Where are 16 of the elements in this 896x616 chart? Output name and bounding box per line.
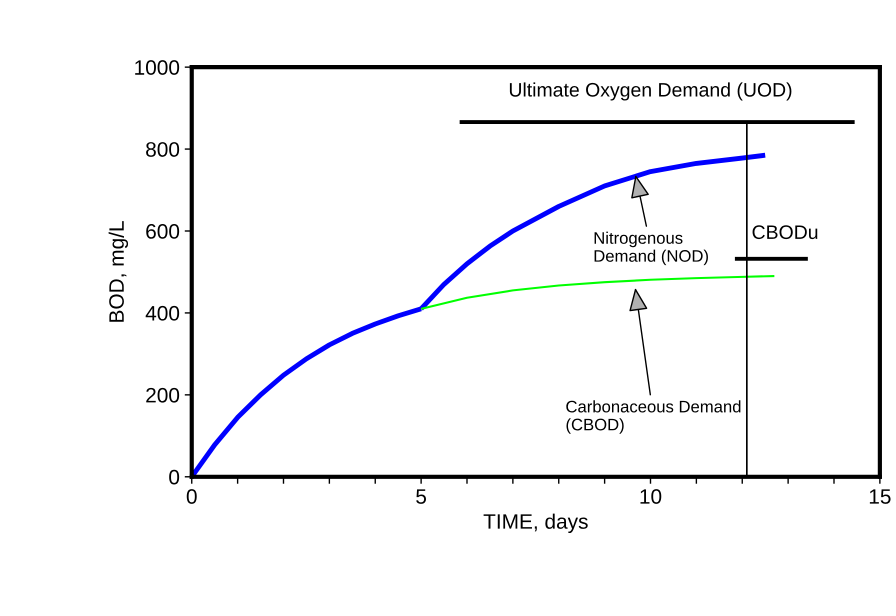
- x-tick-label: 0: [186, 489, 197, 504]
- annotation: Carbonaceous Demand (CBOD): [566, 400, 740, 434]
- annotation: Ultimate Oxygen Demand (UOD): [510, 82, 792, 101]
- x-tick-label: 10: [640, 489, 662, 504]
- x-tick-label: 15: [870, 489, 891, 504]
- y-tick-label: 1000: [135, 60, 180, 75]
- y-tick-label: 800: [146, 142, 180, 157]
- y-tick-label: 0: [169, 470, 180, 485]
- x-axis-title: TIME, days: [484, 514, 588, 533]
- y-tick-label: 600: [146, 224, 180, 239]
- x-tick-label: 5: [416, 489, 426, 504]
- annotation: Nitrogenous Demand (NOD): [594, 232, 708, 266]
- annotation: CBODu: [752, 225, 818, 240]
- y-axis-title: BOD, mg/L: [108, 221, 128, 322]
- y-tick-label: 200: [146, 388, 180, 403]
- y-tick-label: 400: [146, 306, 180, 321]
